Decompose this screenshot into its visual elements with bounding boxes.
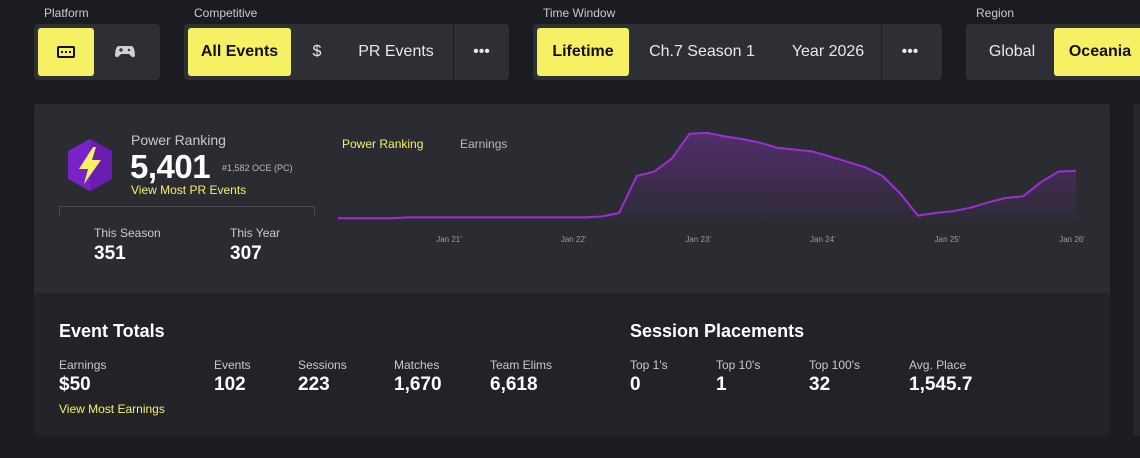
x-tick-label: Jan 24' [810, 235, 836, 244]
this-year-label: This Year [230, 226, 281, 240]
x-tick-label: Jan 23' [685, 235, 711, 244]
competitive-label: Competitive [194, 6, 258, 20]
power-ranking-rank: #1,582 OCE (PC) [222, 163, 293, 173]
power-ranking-badge [65, 137, 115, 193]
lifetime-button[interactable]: Lifetime [537, 28, 629, 76]
top-100-value: 32 [809, 374, 831, 395]
x-tick-label: Jan 22' [561, 235, 587, 244]
power-ranking-value: 5,401 [130, 148, 211, 185]
this-season-label: This Season [94, 226, 161, 240]
view-most-earnings-link[interactable]: View Most Earnings [59, 402, 165, 416]
region-label: Region [976, 6, 1015, 20]
matches-label: Matches [394, 358, 440, 372]
chart-area-fill [338, 132, 1076, 220]
x-tick-label: Jan 25' [935, 235, 961, 244]
region-selector: Global Oceania [966, 24, 1140, 80]
chart-series-line [338, 131, 1077, 220]
earnings-stat: Earnings $50 [59, 358, 106, 396]
oceania-button[interactable]: Oceania [1054, 28, 1140, 76]
tab-earnings[interactable]: Earnings [460, 137, 508, 151]
all-events-button[interactable]: All Events [188, 28, 291, 76]
team-elims-stat: Team Elims 6,618 [490, 358, 552, 396]
events-label: Events [214, 358, 251, 372]
events-stat: Events 102 [214, 358, 251, 396]
time-window-label: Time Window [543, 6, 616, 20]
season-button[interactable]: Ch.7 Season 1 [649, 43, 755, 60]
sessions-stat: Sessions 223 [298, 358, 347, 396]
earnings-value: $50 [59, 374, 91, 395]
this-year-stat: This Year 307 [230, 226, 280, 265]
earnings-label: Earnings [59, 358, 107, 372]
view-most-pr-events-link[interactable]: View Most PR Events [131, 183, 247, 197]
power-ranking-section: Power Ranking 5,401 #1,582 OCE (PC) View… [34, 104, 1110, 293]
this-season-stat: This Season 351 [94, 226, 161, 265]
top-1-label: Top 1's [630, 358, 668, 372]
x-tick-label: Jan 21' [436, 235, 462, 244]
this-year-value: 307 [230, 243, 262, 264]
platform-controller-button[interactable] [94, 28, 156, 76]
sessions-value: 223 [298, 374, 330, 395]
team-elims-value: 6,618 [490, 374, 538, 395]
time-window-selector: Lifetime Ch.7 Season 1 Year 2026 ••• [533, 24, 942, 80]
next-panel-edge [1133, 104, 1140, 436]
event-totals-title: Event Totals [59, 321, 165, 341]
competitive-selector: All Events $ PR Events ••• [184, 24, 509, 80]
lightning-icon [68, 139, 112, 191]
top-10-value: 1 [716, 374, 727, 395]
keyboard-icon [57, 46, 75, 58]
stats-panel: Power Ranking 5,401 #1,582 OCE (PC) View… [34, 104, 1110, 436]
sessions-label: Sessions [298, 358, 347, 372]
platform-keyboard-button[interactable] [38, 28, 94, 76]
tab-power-ranking[interactable]: Power Ranking [342, 137, 424, 151]
session-placements-title: Session Placements [630, 321, 805, 341]
team-elims-label: Team Elims [490, 358, 553, 372]
matches-value: 1,670 [394, 374, 442, 395]
stats-divider [59, 206, 315, 216]
top-100-stat: Top 100's 32 [809, 358, 860, 396]
time-window-more-button[interactable]: ••• [881, 24, 938, 80]
platform-selector [34, 24, 160, 80]
competitive-more-button[interactable]: ••• [453, 24, 509, 80]
pr-events-button[interactable]: PR Events [358, 43, 434, 60]
power-ranking-label: Power Ranking [131, 132, 226, 148]
platform-label: Platform [44, 6, 89, 20]
matches-stat: Matches 1,670 [394, 358, 442, 396]
events-value: 102 [214, 374, 246, 395]
top-10-stat: Top 10's 1 [716, 358, 760, 396]
year-button[interactable]: Year 2026 [791, 43, 865, 60]
this-season-value: 351 [94, 243, 126, 264]
global-button[interactable]: Global [988, 43, 1036, 60]
avg-place-label: Avg. Place [909, 358, 967, 372]
gamepad-icon [115, 46, 135, 58]
filter-bar: Platform Competitive All Events $ PR Eve… [0, 0, 1140, 84]
power-ranking-chart: Jan 21' Jan 22' Jan 23' Jan 24' Jan 25' Jan 2… [338, 131, 1085, 244]
earnings-filter-button[interactable]: $ [312, 43, 322, 60]
totals-section: Event Totals Earnings $50 Events 102 Ses… [34, 293, 1110, 436]
top-10-label: Top 10's [716, 358, 761, 372]
top-1-stat: Top 1's 0 [630, 358, 668, 396]
x-tick-label: Jan 26' [1059, 235, 1085, 244]
avg-place-value: 1,545.7 [909, 374, 973, 395]
avg-place-stat: Avg. Place 1,545.7 [909, 358, 972, 396]
top-100-label: Top 100's [809, 358, 860, 372]
top-1-value: 0 [630, 374, 641, 395]
